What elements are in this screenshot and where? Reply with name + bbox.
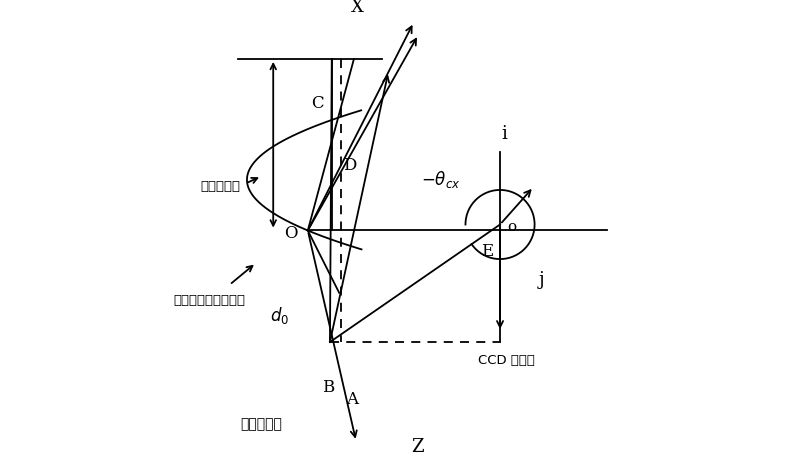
Text: X: X bbox=[351, 0, 364, 16]
Text: O: O bbox=[284, 225, 298, 242]
Text: E: E bbox=[482, 243, 494, 260]
Text: j: j bbox=[538, 271, 544, 290]
Text: 液晶显示器: 液晶显示器 bbox=[241, 417, 282, 431]
Text: D: D bbox=[343, 158, 356, 174]
Text: i: i bbox=[502, 124, 507, 143]
Text: 标准平面镜所在平面: 标准平面镜所在平面 bbox=[173, 294, 245, 307]
Text: CCD 成像面: CCD 成像面 bbox=[478, 354, 534, 367]
Text: C: C bbox=[311, 95, 324, 112]
Text: $-\theta_{cx}$: $-\theta_{cx}$ bbox=[421, 169, 460, 190]
Text: B: B bbox=[322, 379, 334, 396]
Text: $d_0$: $d_0$ bbox=[270, 305, 289, 326]
Text: o: o bbox=[507, 220, 517, 234]
Text: Z: Z bbox=[410, 438, 423, 456]
Text: A: A bbox=[346, 391, 358, 408]
Text: 膜基反射镜: 膜基反射镜 bbox=[201, 180, 241, 193]
